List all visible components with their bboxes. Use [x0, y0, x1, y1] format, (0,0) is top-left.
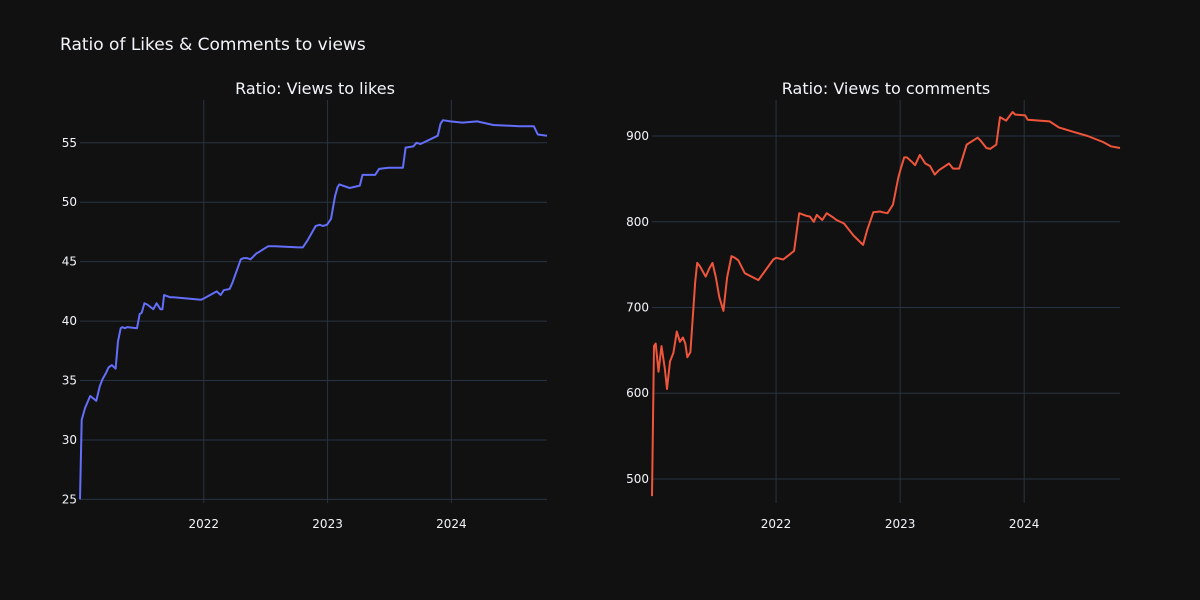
x-tick-label: 2023 — [885, 517, 916, 531]
y-tick-label: 800 — [626, 215, 649, 229]
y-tick-label: 600 — [626, 386, 649, 400]
y-tick-label: 900 — [626, 129, 649, 143]
y-tick-label: 25 — [62, 492, 77, 506]
x-tick-label: 2024 — [436, 517, 467, 531]
y-tick-label: 30 — [62, 433, 77, 447]
series-line — [651, 111, 1121, 497]
y-tick-label: 45 — [62, 255, 77, 269]
x-tick-label: 2022 — [761, 517, 792, 531]
subplot-title-likes: Ratio: Views to likes — [235, 79, 395, 98]
y-tick-label: 55 — [62, 136, 77, 150]
y-tick-label: 50 — [62, 195, 77, 209]
y-tick-label: 40 — [62, 314, 77, 328]
x-tick-label: 2022 — [189, 517, 220, 531]
y-tick-label: 700 — [626, 301, 649, 315]
subplot-comments: 2022 2023 2024 500 600 700 800 900 — [626, 100, 1121, 531]
subplot-title-comments: Ratio: Views to comments — [782, 79, 990, 98]
x-tick-label: 2023 — [312, 517, 343, 531]
y-tick-label: 35 — [62, 374, 77, 388]
x-tick-label: 2024 — [1009, 517, 1040, 531]
chart-title: Ratio of Likes & Comments to views — [60, 35, 366, 55]
y-tick-label: 500 — [626, 472, 649, 486]
subplot-likes: 2022 2023 2024 25 30 35 40 45 50 55 — [62, 100, 548, 531]
series-line — [79, 119, 548, 500]
